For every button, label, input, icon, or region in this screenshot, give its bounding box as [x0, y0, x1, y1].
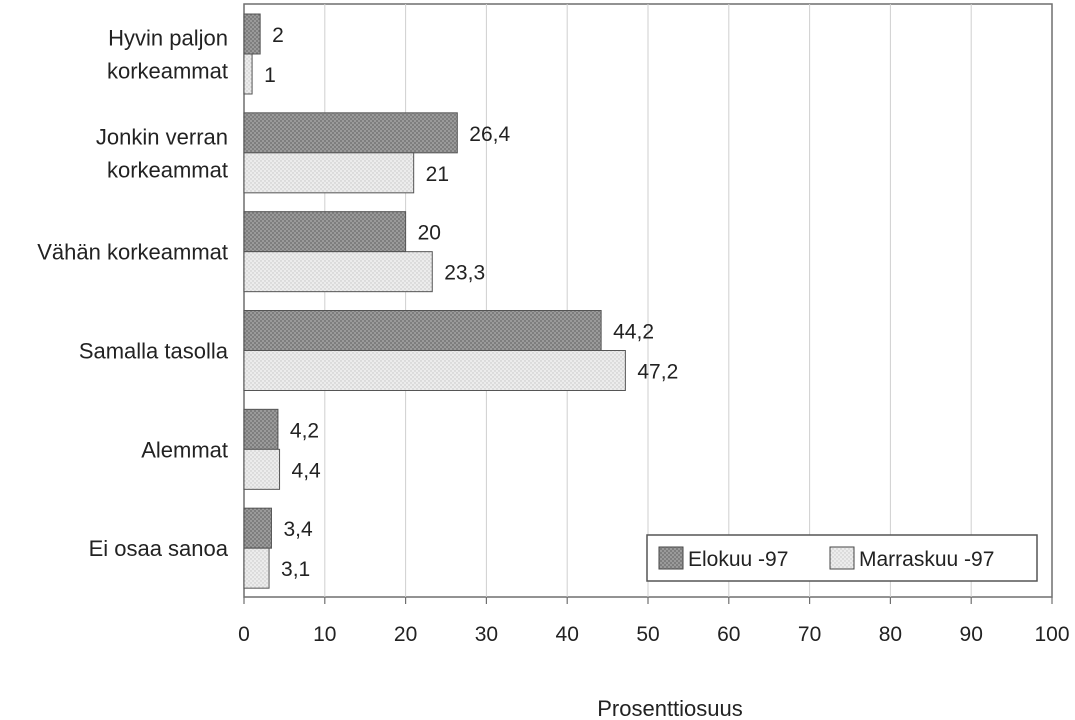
category-labels: Hyvin paljon korkeammat Jonkin verran korke…	[37, 26, 229, 562]
bar-elokuu	[243, 507, 272, 549]
x-tick-label: 80	[879, 623, 902, 646]
x-tick-label: 20	[394, 623, 417, 646]
x-tick-label: 30	[475, 623, 498, 646]
bars-layer	[243, 13, 626, 589]
category-label: Vähän korkeammat	[37, 240, 228, 265]
gridlines	[324, 4, 972, 597]
x-tick-label: 90	[960, 623, 983, 646]
category-label: Jonkin verran	[96, 124, 228, 149]
category-label: Samalla tasolla	[79, 339, 229, 364]
bar-elokuu	[243, 112, 458, 154]
x-tick-label: 70	[798, 623, 821, 646]
x-axis-title: Prosenttiosuus	[597, 696, 743, 720]
value-label-elokuu: 26,4	[469, 123, 510, 146]
bar-elokuu	[243, 310, 602, 351]
bar-elokuu	[243, 408, 279, 450]
legend-label-elokuu: Elokuu -97	[688, 548, 788, 571]
category-label: Hyvin paljon	[108, 26, 228, 51]
value-label-elokuu: 2	[272, 24, 284, 47]
bar-marraskuu	[243, 547, 270, 589]
value-label-marraskuu: 1	[264, 64, 276, 87]
x-tick-label: 40	[556, 623, 579, 646]
value-label-marraskuu: 23,3	[444, 262, 485, 285]
bar-elokuu	[243, 13, 261, 55]
legend: Elokuu -97 Marraskuu -97	[646, 534, 1038, 582]
value-label-marraskuu: 21	[426, 163, 449, 186]
value-label-marraskuu: 47,2	[637, 361, 678, 384]
bar-elokuu	[243, 211, 407, 253]
bar-marraskuu	[243, 152, 415, 194]
value-label-elokuu: 44,2	[613, 321, 654, 344]
category-label: Alemmat	[141, 437, 228, 462]
category-label: korkeammat	[107, 157, 228, 182]
bar-marraskuu	[243, 448, 281, 490]
x-tick-label: 50	[636, 623, 659, 646]
category-label: korkeammat	[107, 59, 228, 84]
legend-label-marraskuu: Marraskuu -97	[859, 548, 994, 571]
bar-marraskuu	[243, 53, 253, 95]
value-label-elokuu: 3,4	[283, 518, 313, 541]
legend-swatch-elokuu	[658, 546, 684, 570]
legend-swatch-marraskuu	[829, 546, 855, 570]
x-tick-label: 100	[1034, 623, 1069, 646]
x-axis-ticks: 0 10 20 30 40 50 60 70 80 90 100	[238, 597, 1070, 646]
x-tick-label: 10	[313, 623, 336, 646]
category-label: Ei osaa sanoa	[89, 536, 229, 561]
value-label-marraskuu: 3,1	[281, 558, 310, 581]
bar-marraskuu	[243, 251, 433, 293]
value-label-marraskuu: 4,4	[292, 459, 322, 482]
x-tick-label: 0	[238, 623, 250, 646]
x-tick-label: 60	[717, 623, 740, 646]
value-label-elokuu: 4,2	[290, 419, 319, 442]
value-label-elokuu: 20	[418, 222, 441, 245]
bar-marraskuu	[243, 350, 626, 391]
